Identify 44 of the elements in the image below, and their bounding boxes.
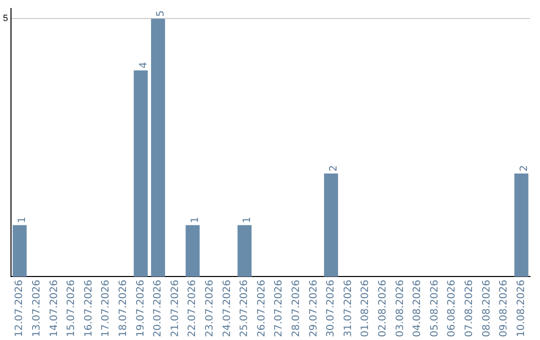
x-tick-label: 27.07.2026: [274, 280, 285, 338]
x-tick-label: 06.08.2026: [446, 280, 458, 338]
bar: [134, 70, 148, 277]
x-tick-label: 08.08.2026: [481, 280, 492, 338]
x-tick-label: 04.08.2026: [412, 280, 424, 338]
x-tick-label: 02.08.2026: [378, 280, 389, 338]
x-tick-label: 17.07.2026: [100, 280, 112, 338]
data-label: 5: [156, 10, 167, 17]
x-tick-label: 28.07.2026: [291, 280, 302, 338]
x-tick-label: 07.08.2026: [464, 280, 476, 338]
x-tick-label: 05.08.2026: [429, 280, 440, 338]
x-tick-label: 09.08.2026: [498, 280, 510, 338]
x-tick-label: 15.07.2026: [66, 280, 78, 338]
x-tick-label: 19.07.2026: [135, 280, 146, 338]
bar: [238, 225, 252, 277]
x-tick-label: 12.07.2026: [14, 280, 26, 338]
x-tick-label: 23.07.2026: [204, 280, 216, 338]
x-tick-label: 16.07.2026: [83, 280, 94, 338]
data-label: 4: [138, 62, 150, 68]
bar: [514, 174, 528, 277]
bar: [186, 225, 200, 277]
data-label: 1: [17, 216, 28, 224]
x-tick-label: 31.07.2026: [342, 280, 354, 338]
data-label: 1: [190, 216, 202, 224]
data-label: 2: [328, 165, 340, 172]
bar: [151, 18, 166, 277]
x-tick-label: 21.07.2026: [170, 280, 181, 338]
x-tick-label: 10.08.2026: [516, 280, 527, 338]
data-label: 2: [518, 165, 530, 172]
x-tick-label: 14.07.2026: [48, 280, 60, 338]
x-tick-label: 29.07.2026: [308, 280, 320, 338]
x-tick-label: 24.07.2026: [222, 280, 233, 338]
x-tick-label: 03.08.2026: [394, 280, 406, 338]
x-tick-label: 30.07.2026: [326, 280, 337, 338]
x-tick-label: 20.07.2026: [152, 280, 164, 338]
bar: [324, 174, 338, 277]
x-tick-label: 13.07.2026: [32, 280, 43, 338]
x-tick-label: 26.07.2026: [256, 280, 268, 338]
x-tick-label: 18.07.2026: [118, 280, 130, 338]
x-tick-label: 25.07.2026: [239, 280, 250, 338]
x-tick-label: 22.07.2026: [187, 280, 198, 338]
bar: [12, 225, 27, 277]
data-label: 1: [242, 216, 254, 224]
x-tick-label: 01.08.2026: [360, 280, 372, 338]
